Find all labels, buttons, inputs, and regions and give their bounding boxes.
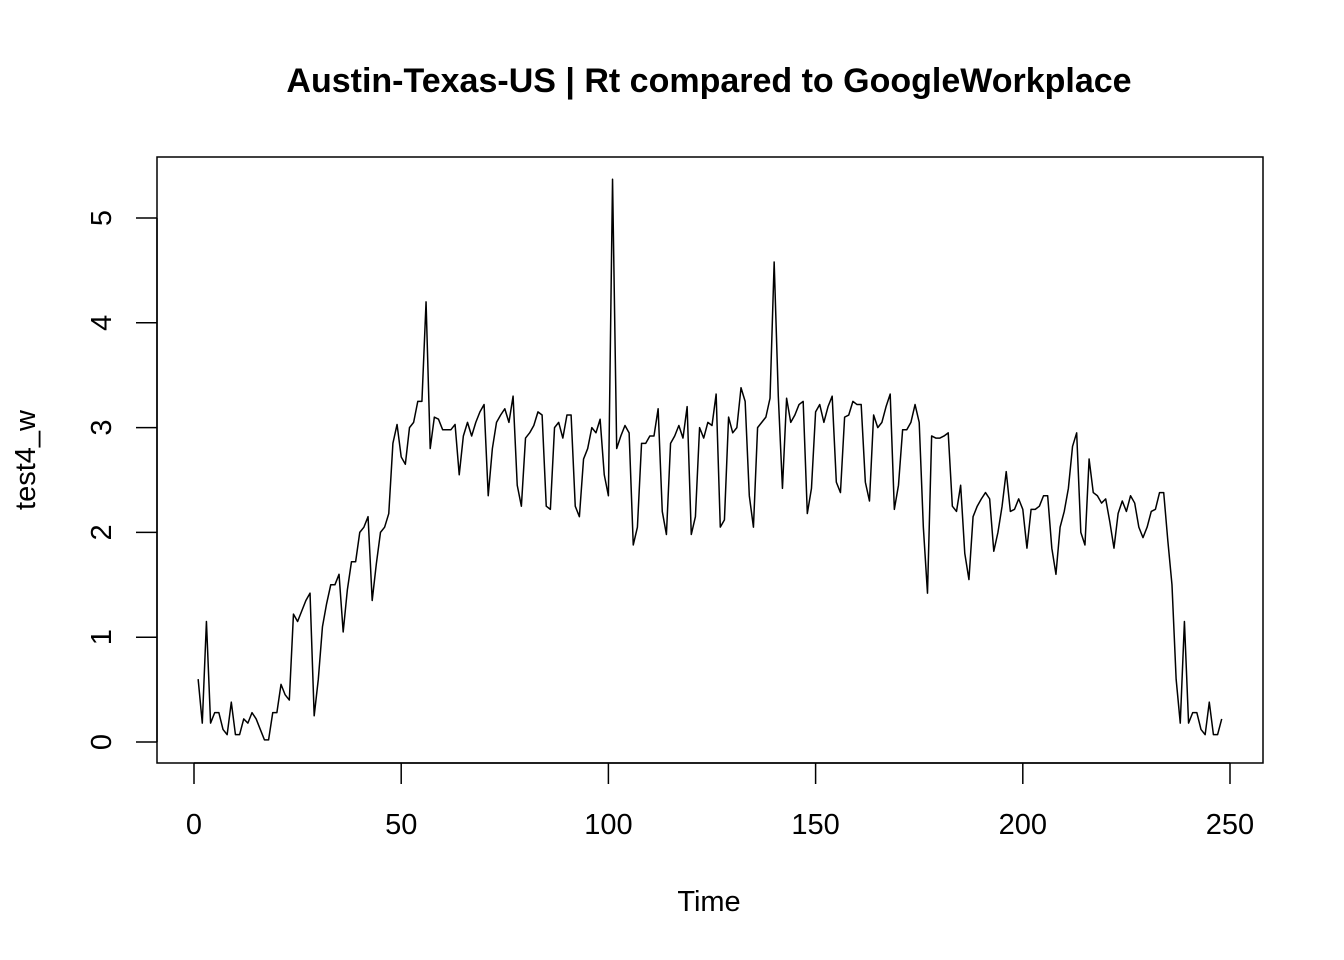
y-tick-label: 3 bbox=[86, 420, 118, 436]
plot-frame bbox=[156, 156, 1264, 764]
x-axis-label: Time bbox=[677, 886, 740, 918]
x-axis: 0 50 100 150 200 250 bbox=[186, 762, 1254, 841]
y-tick-label: 4 bbox=[86, 315, 118, 331]
y-axis-label: test4_w bbox=[10, 409, 42, 510]
x-tick-label: 0 bbox=[186, 809, 202, 841]
y-tick-label: 5 bbox=[86, 210, 118, 226]
x-tick-label: 250 bbox=[1206, 809, 1254, 841]
chart-title: Austin-Texas-US | Rt compared to GoogleW… bbox=[286, 62, 1131, 100]
y-tick-label: 2 bbox=[86, 524, 118, 540]
y-tick-label: 0 bbox=[86, 734, 118, 750]
x-tick-label: 100 bbox=[584, 809, 632, 841]
x-tick-label: 150 bbox=[791, 809, 839, 841]
series-line bbox=[197, 178, 1223, 741]
x-tick-label: 200 bbox=[999, 809, 1047, 841]
x-tick-label: 50 bbox=[385, 809, 417, 841]
y-axis: 0 1 2 3 4 5 bbox=[86, 210, 158, 750]
y-tick-label: 1 bbox=[86, 629, 118, 645]
